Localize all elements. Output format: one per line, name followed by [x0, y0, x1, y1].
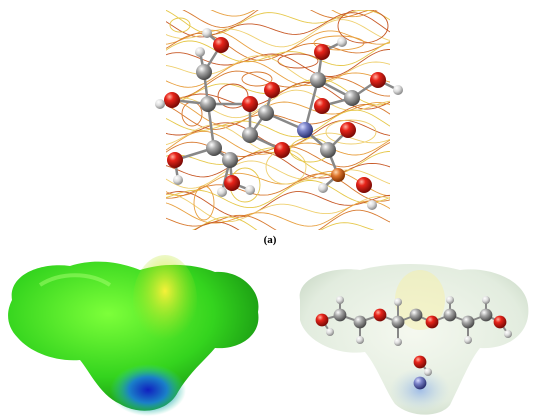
panel-label: (a) [264, 234, 277, 246]
atom [370, 72, 386, 88]
atom [446, 296, 454, 304]
atom [462, 316, 475, 329]
atom [354, 316, 367, 329]
atom [504, 330, 512, 338]
atom [392, 316, 405, 329]
atom [320, 142, 336, 158]
atom [331, 168, 345, 182]
atom [242, 96, 258, 112]
contour-loop [278, 54, 318, 68]
atom [336, 296, 344, 304]
atom [367, 200, 377, 210]
contour-line [160, 8, 396, 34]
atom [337, 37, 347, 47]
surface-yellow-region [133, 255, 197, 345]
atom [195, 47, 205, 57]
atom [356, 177, 372, 193]
atom [245, 185, 255, 195]
atom [344, 90, 360, 106]
atom [424, 368, 432, 376]
atom [202, 28, 212, 38]
atom [334, 309, 347, 322]
atom [222, 152, 238, 168]
atom [200, 96, 216, 112]
atom [356, 336, 364, 344]
surface-blue-region [110, 364, 186, 416]
atom [258, 105, 274, 121]
atom [394, 298, 402, 306]
electrostatic-surface [8, 255, 258, 416]
atom [326, 328, 334, 336]
contour-line [160, 217, 396, 244]
atom [224, 175, 240, 191]
atom [164, 92, 180, 108]
atom [264, 82, 280, 98]
atom [444, 309, 457, 322]
atom [310, 72, 326, 88]
atom [196, 64, 212, 80]
contour-line [160, 210, 396, 237]
atom [316, 314, 329, 327]
atom [394, 338, 402, 346]
surface-blue-region [390, 368, 450, 412]
contour-loop [338, 9, 388, 43]
atom [480, 309, 493, 322]
atom [173, 175, 183, 185]
atom [414, 356, 427, 369]
atom [242, 127, 258, 143]
contour-loop [170, 18, 190, 32]
atom [494, 316, 507, 329]
atom [213, 37, 229, 53]
atom [410, 309, 423, 322]
atom [206, 140, 222, 156]
figure: (a) [0, 0, 535, 419]
contour-map [160, 0, 396, 248]
atom [414, 377, 427, 390]
atom [393, 85, 403, 95]
atom [297, 122, 313, 138]
atom [482, 296, 490, 304]
atom [340, 122, 356, 138]
transparent-surface [300, 264, 529, 415]
atom [314, 44, 330, 60]
atom [314, 98, 330, 114]
atom [167, 152, 183, 168]
atom [274, 142, 290, 158]
atom [155, 99, 165, 109]
atom [464, 336, 472, 344]
atom [217, 187, 227, 197]
atom [426, 316, 439, 329]
atom [318, 183, 328, 193]
atom [374, 309, 387, 322]
